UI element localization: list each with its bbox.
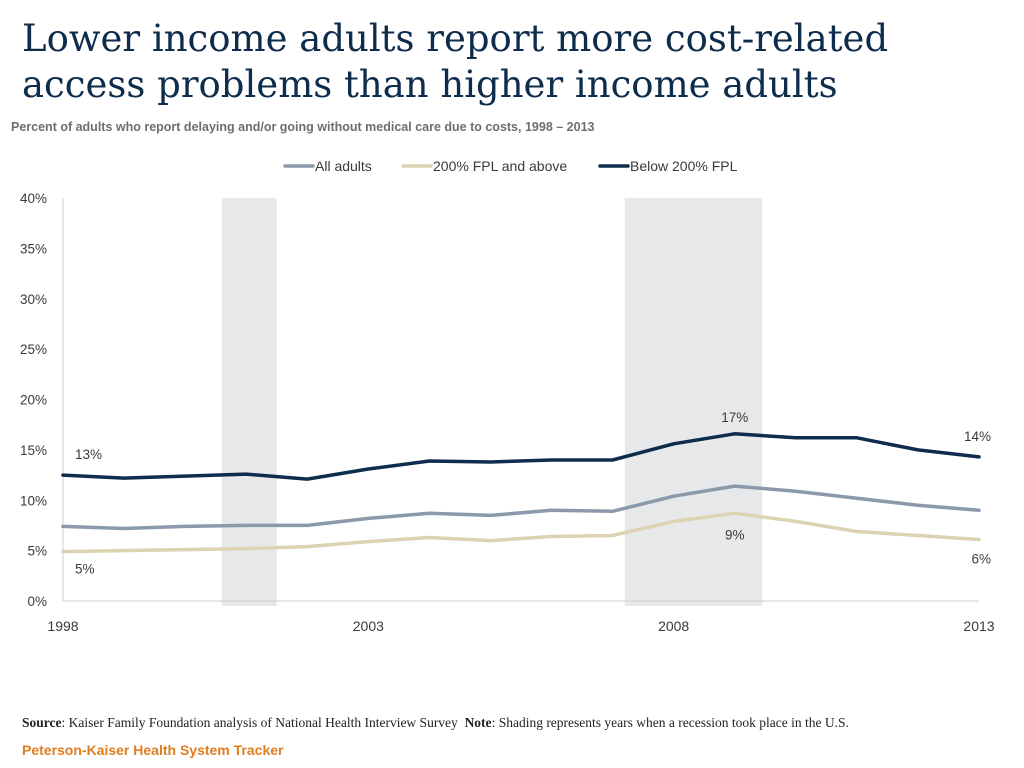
data-label: 13%	[75, 447, 102, 462]
chart-title: Lower income adults report more cost-rel…	[22, 17, 889, 106]
axes: 0% 5% 10% 15% 20% 25% 30% 35% 40% 1998 2003 2008 201…	[20, 191, 995, 634]
legend-label: 200% FPL and above	[433, 158, 567, 174]
y-tick-label: 40%	[20, 191, 47, 206]
legend-label: All adults	[315, 158, 372, 174]
series-lines	[61, 432, 981, 554]
data-label: 17%	[721, 410, 748, 425]
note-label: Note	[464, 715, 492, 730]
recession-shading	[221, 198, 763, 606]
data-label: 5%	[75, 562, 95, 577]
source-label: Source	[22, 715, 62, 730]
brand-name: Peterson-Kaiser Health System Tracker	[22, 742, 284, 758]
y-tick-label: 25%	[20, 342, 47, 357]
y-tick-label: 0%	[27, 594, 47, 609]
data-labels: 13% 5% 17% 9% 14% 6%	[75, 410, 991, 577]
y-tick-label: 20%	[20, 393, 47, 408]
data-label: 9%	[725, 527, 745, 542]
source-text: : Kaiser Family Foundation analysis of	[61, 715, 276, 730]
data-label: 6%	[971, 552, 991, 567]
x-tick-label: 2008	[658, 618, 689, 634]
y-tick-label: 15%	[20, 443, 47, 458]
x-tick-label: 2013	[963, 618, 994, 634]
legend: All adults 200% FPL and above Below 200% F…	[283, 158, 738, 174]
source-note: Source: Kaiser Family Foundation analysi…	[22, 715, 1012, 731]
y-tick-label: 5%	[27, 544, 47, 559]
y-tick-label: 10%	[20, 493, 47, 508]
y-tick-label: 35%	[20, 241, 47, 256]
series-line-all-adults	[61, 484, 981, 531]
x-tick-label: 1998	[47, 618, 78, 634]
recession-band-2	[624, 198, 763, 606]
y-tick-label: 30%	[20, 292, 47, 307]
series-line-below-200-fpl	[61, 432, 981, 481]
chart-subtitle: Percent of adults who report delaying an…	[11, 120, 595, 134]
recession-band-1	[221, 198, 277, 606]
data-label: 14%	[964, 429, 991, 444]
series-line-200-fpl-and-above	[61, 511, 981, 554]
line-chart: 0% 5% 10% 15% 20% 25% 30% 35% 40% 1998 2003 2008 201…	[20, 158, 995, 634]
legend-label: Below 200% FPL	[630, 158, 738, 174]
note-text: : Shading represents years when a recess…	[491, 715, 849, 730]
x-tick-label: 2003	[353, 618, 384, 634]
source-survey: National Health Interview Survey	[275, 715, 458, 730]
